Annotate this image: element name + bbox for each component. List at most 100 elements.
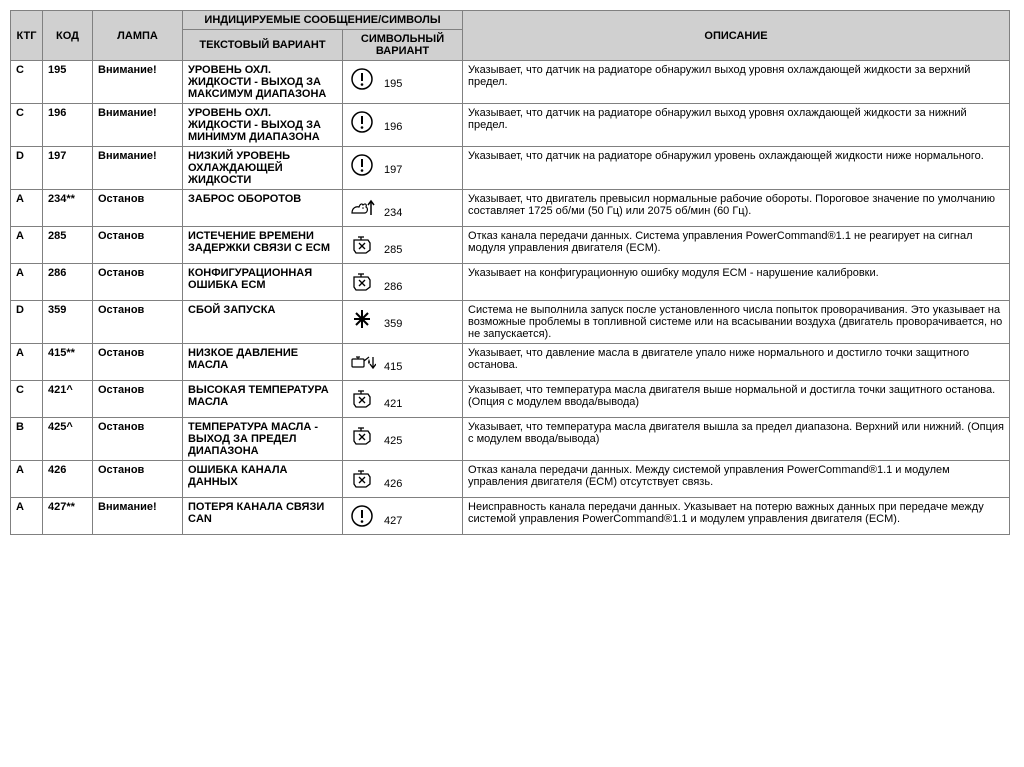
- cell-kod: 359: [43, 301, 93, 344]
- rabbit-icon: [348, 195, 376, 221]
- cell-description: Указывает, что температура масла двигате…: [463, 418, 1010, 461]
- cell-lampa: Останов: [93, 301, 183, 344]
- symbol-code: 195: [384, 78, 402, 92]
- cell-kod: 197: [43, 147, 93, 190]
- hdr-msg: ИНДИЦИРУЕМЫЕ СООБЩЕНИЕ/СИМВОЛЫ: [183, 11, 463, 30]
- cell-symbol-variant: 427: [343, 498, 463, 535]
- engine-icon: [348, 232, 376, 258]
- cell-symbol-variant: 197: [343, 147, 463, 190]
- table-row: C195Внимание!УРОВЕНЬ ОХЛ. ЖИДКОСТИ - ВЫХ…: [11, 61, 1010, 104]
- symbol-code: 234: [384, 207, 402, 221]
- cell-kod: 427**: [43, 498, 93, 535]
- cell-description: Указывает, что датчик на радиаторе обнар…: [463, 61, 1010, 104]
- table-row: C421^ОстановВЫСОКАЯ ТЕМПЕРАТУРА МАСЛА421…: [11, 381, 1010, 418]
- cell-text-variant: ТЕМПЕРАТУРА МАСЛА - ВЫХОД ЗА ПРЕДЕЛ ДИАП…: [183, 418, 343, 461]
- cell-ktg: A: [11, 190, 43, 227]
- cell-lampa: Останов: [93, 227, 183, 264]
- cell-lampa: Внимание!: [93, 498, 183, 535]
- cell-kod: 196: [43, 104, 93, 147]
- cell-ktg: C: [11, 381, 43, 418]
- cell-lampa: Внимание!: [93, 61, 183, 104]
- cell-ktg: B: [11, 418, 43, 461]
- cell-symbol-variant: 234: [343, 190, 463, 227]
- cell-lampa: Останов: [93, 461, 183, 498]
- cell-ktg: D: [11, 301, 43, 344]
- cell-ktg: A: [11, 264, 43, 301]
- cell-ktg: A: [11, 344, 43, 381]
- table-row: D359ОстановСБОЙ ЗАПУСКА359Система не вып…: [11, 301, 1010, 344]
- hdr-text-variant: ТЕКСТОВЫЙ ВАРИАНТ: [183, 30, 343, 61]
- oil-icon: [348, 349, 376, 375]
- cell-kod: 415**: [43, 344, 93, 381]
- cell-description: Отказ канала передачи данных. Между сист…: [463, 461, 1010, 498]
- cell-lampa: Останов: [93, 264, 183, 301]
- hdr-lampa: ЛАМПА: [93, 11, 183, 61]
- header-row-1: КТГ КОД ЛАМПА ИНДИЦИРУЕМЫЕ СООБЩЕНИЕ/СИМ…: [11, 11, 1010, 30]
- cell-lampa: Внимание!: [93, 147, 183, 190]
- table-row: B425^ОстановТЕМПЕРАТУРА МАСЛА - ВЫХОД ЗА…: [11, 418, 1010, 461]
- table-row: A234**ОстановЗАБРОС ОБОРОТОВ 234 Указывает…: [11, 190, 1010, 227]
- symbol-code: 197: [384, 164, 402, 178]
- cell-text-variant: ЗАБРОС ОБОРОТОВ: [183, 190, 343, 227]
- cell-ktg: A: [11, 227, 43, 264]
- cell-ktg: A: [11, 498, 43, 535]
- cell-symbol-variant: 426: [343, 461, 463, 498]
- cell-text-variant: СБОЙ ЗАПУСКА: [183, 301, 343, 344]
- warn-icon: [348, 109, 376, 135]
- cell-text-variant: ИСТЕЧЕНИЕ ВРЕМЕНИ ЗАДЕРЖКИ СВЯЗИ С ECM: [183, 227, 343, 264]
- cell-text-variant: ОШИБКА КАНАЛА ДАННЫХ: [183, 461, 343, 498]
- cell-description: Указывает, что температура масла двигате…: [463, 381, 1010, 418]
- cell-text-variant: НИЗКИЙ УРОВЕНЬ ОХЛАЖДАЮЩЕЙ ЖИДКОСТИ: [183, 147, 343, 190]
- cell-text-variant: ПОТЕРЯ КАНАЛА СВЯЗИ CAN: [183, 498, 343, 535]
- table-row: C196Внимание!УРОВЕНЬ ОХЛ. ЖИДКОСТИ - ВЫХ…: [11, 104, 1010, 147]
- cell-kod: 234**: [43, 190, 93, 227]
- cell-ktg: A: [11, 461, 43, 498]
- warn-icon: [348, 152, 376, 178]
- cell-kod: 285: [43, 227, 93, 264]
- cell-symbol-variant: 195: [343, 61, 463, 104]
- cell-lampa: Останов: [93, 381, 183, 418]
- cell-symbol-variant: 196: [343, 104, 463, 147]
- engine-icon: [348, 269, 376, 295]
- table-row: D197Внимание!НИЗКИЙ УРОВЕНЬ ОХЛАЖДАЮЩЕЙ …: [11, 147, 1010, 190]
- warn-icon: [348, 66, 376, 92]
- cell-kod: 426: [43, 461, 93, 498]
- cell-symbol-variant: 425: [343, 418, 463, 461]
- cell-description: Указывает, что давление масла в двигател…: [463, 344, 1010, 381]
- symbol-code: 427: [384, 515, 402, 529]
- symbol-code: 359: [384, 318, 402, 332]
- cell-symbol-variant: 285: [343, 227, 463, 264]
- cell-lampa: Внимание!: [93, 104, 183, 147]
- cell-description: Указывает на конфигурационную ошибку мод…: [463, 264, 1010, 301]
- symbol-code: 285: [384, 244, 402, 258]
- cell-kod: 425^: [43, 418, 93, 461]
- cell-description: Неисправность канала передачи данных. Ук…: [463, 498, 1010, 535]
- cell-text-variant: УРОВЕНЬ ОХЛ. ЖИДКОСТИ - ВЫХОД ЗА МАКСИМУ…: [183, 61, 343, 104]
- cell-description: Указывает, что двигатель превысил нормал…: [463, 190, 1010, 227]
- fault-codes-table: КТГ КОД ЛАМПА ИНДИЦИРУЕМЫЕ СООБЩЕНИЕ/СИМ…: [10, 10, 1010, 535]
- symbol-code: 415: [384, 361, 402, 375]
- hdr-ktg: КТГ: [11, 11, 43, 61]
- cell-symbol-variant: 359: [343, 301, 463, 344]
- warn-icon: [348, 503, 376, 529]
- table-row: A415**ОстановНИЗКОЕ ДАВЛЕНИЕ МАСЛА415Ука…: [11, 344, 1010, 381]
- cell-symbol-variant: 415: [343, 344, 463, 381]
- cell-lampa: Останов: [93, 190, 183, 227]
- table-row: A285ОстановИСТЕЧЕНИЕ ВРЕМЕНИ ЗАДЕРЖКИ СВ…: [11, 227, 1010, 264]
- table-row: A427**Внимание!ПОТЕРЯ КАНАЛА СВЯЗИ CAN 42…: [11, 498, 1010, 535]
- hdr-sym-variant: СИМВОЛЬНЫЙ ВАРИАНТ: [343, 30, 463, 61]
- symbol-code: 426: [384, 478, 402, 492]
- cell-kod: 421^: [43, 381, 93, 418]
- table-row: A286ОстановКОНФИГУРАЦИОННАЯ ОШИБКА ECM28…: [11, 264, 1010, 301]
- cell-ktg: C: [11, 104, 43, 147]
- symbol-code: 421: [384, 398, 402, 412]
- hdr-desc: ОПИСАНИЕ: [463, 11, 1010, 61]
- cell-description: Отказ канала передачи данных. Система уп…: [463, 227, 1010, 264]
- cell-symbol-variant: 286: [343, 264, 463, 301]
- cell-kod: 195: [43, 61, 93, 104]
- cell-lampa: Останов: [93, 344, 183, 381]
- cell-ktg: C: [11, 61, 43, 104]
- cell-lampa: Останов: [93, 418, 183, 461]
- symbol-code: 196: [384, 121, 402, 135]
- cell-kod: 286: [43, 264, 93, 301]
